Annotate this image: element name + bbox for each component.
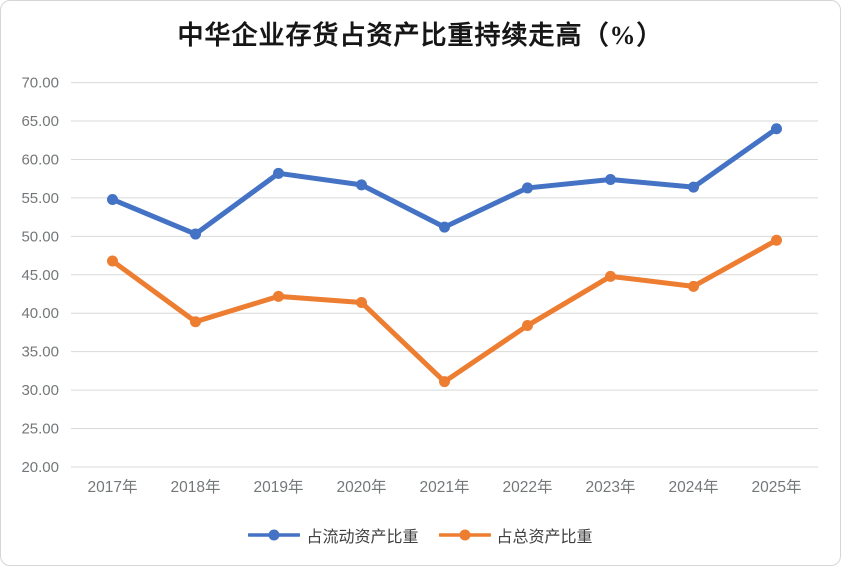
data-point-marker bbox=[771, 123, 782, 135]
data-point-marker bbox=[190, 316, 201, 328]
data-point-marker bbox=[356, 179, 367, 191]
x-axis-tick-label: 2017年 bbox=[88, 478, 138, 496]
series-line-1 bbox=[110, 237, 779, 385]
x-axis-tick-label: 2019年 bbox=[254, 478, 304, 496]
y-axis-tick-label: 50.00 bbox=[21, 228, 59, 245]
legend-line-marker-icon bbox=[248, 529, 301, 541]
y-axis-tick-label: 25.00 bbox=[21, 421, 59, 438]
y-axis-tick-label: 30.00 bbox=[21, 382, 59, 399]
x-axis-tick-label: 2023年 bbox=[586, 478, 636, 496]
data-point-marker bbox=[605, 270, 616, 282]
data-point-marker bbox=[688, 181, 699, 193]
y-axis-tick-label: 60.00 bbox=[21, 151, 59, 168]
y-axis-tick-label: 70.00 bbox=[21, 75, 59, 92]
data-point-marker bbox=[771, 234, 782, 246]
data-point-marker bbox=[273, 167, 284, 179]
y-axis-tick-label: 40.00 bbox=[21, 305, 59, 322]
legend-line-marker-icon bbox=[438, 529, 491, 541]
y-axis-tick-label: 55.00 bbox=[21, 190, 59, 207]
x-axis-tick-label: 2022年 bbox=[503, 478, 553, 496]
legend-item-1: 占总资产比重 bbox=[438, 523, 593, 547]
x-axis-tick-label: 2024年 bbox=[669, 478, 719, 496]
legend-label: 占总资产比重 bbox=[496, 529, 593, 546]
chart-title: 中华企业存货占资产比重持续走高（%） bbox=[177, 21, 664, 50]
data-point-marker bbox=[522, 182, 533, 194]
data-point-marker bbox=[273, 290, 284, 302]
data-point-marker bbox=[107, 193, 118, 205]
y-axis-tick-label: 65.00 bbox=[21, 113, 59, 130]
x-axis-tick-label: 2021年 bbox=[420, 478, 470, 496]
data-point-marker bbox=[107, 255, 118, 267]
y-axis-tick-label: 20.00 bbox=[21, 459, 59, 476]
x-axis-tick-label: 2025年 bbox=[752, 478, 802, 496]
data-point-marker bbox=[356, 296, 367, 308]
y-axis-tick-label: 45.00 bbox=[21, 267, 59, 284]
data-point-marker bbox=[688, 280, 699, 292]
data-point-marker bbox=[439, 376, 450, 388]
data-point-marker bbox=[605, 173, 616, 185]
legend-dot-icon bbox=[459, 529, 470, 541]
data-point-marker bbox=[439, 221, 450, 233]
legend-label: 占流动资产比重 bbox=[306, 529, 419, 546]
data-point-marker bbox=[522, 320, 533, 332]
series-line-0 bbox=[110, 126, 779, 237]
y-axis-tick-label: 35.00 bbox=[21, 344, 59, 361]
chart-legend: 占流动资产比重 占总资产比重 bbox=[1, 523, 840, 547]
x-axis-tick-label: 2020年 bbox=[337, 478, 387, 496]
legend-dot-icon bbox=[268, 529, 280, 541]
legend-item-0: 占流动资产比重 bbox=[248, 523, 419, 547]
x-axis-tick-label: 2018年 bbox=[171, 478, 221, 496]
data-point-marker bbox=[190, 228, 201, 240]
